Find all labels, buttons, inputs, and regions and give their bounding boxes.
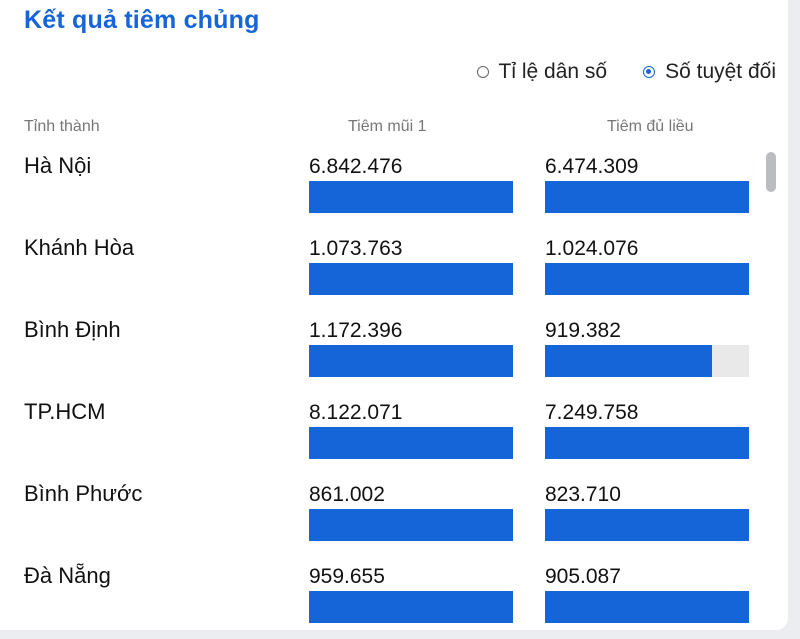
display-mode-radio-group: Tỉ lệ dân số Số tuyệt đối xyxy=(441,60,776,84)
full-dose-cell: 905.087 xyxy=(545,564,751,623)
dose1-value: 861.002 xyxy=(309,483,385,506)
dose1-bar xyxy=(309,591,513,623)
dose1-cell: 6.842.476 xyxy=(309,154,515,213)
dose1-cell: 959.655 xyxy=(309,564,515,623)
dose1-value: 6.842.476 xyxy=(309,155,403,178)
table-row: Đà Nẵng 959.655 905.087 xyxy=(0,555,760,630)
full-dose-cell: 1.024.076 xyxy=(545,236,751,295)
province-list[interactable]: Hà Nội 6.842.476 6.474.309 Khánh Hòa 1.073.7… xyxy=(0,145,760,630)
full-dose-value: 919.382 xyxy=(545,319,621,342)
radio-label: Tỉ lệ dân số xyxy=(498,60,608,83)
radio-circle-icon xyxy=(476,66,489,78)
radio-absolute-number[interactable]: Số tuyệt đối xyxy=(643,60,776,84)
column-header-province: Tỉnh thành xyxy=(24,118,100,135)
table-row: Hà Nội 6.842.476 6.474.309 xyxy=(0,145,760,227)
full-dose-value: 6.474.309 xyxy=(545,155,639,178)
dose1-bar xyxy=(309,181,513,213)
province-name: Khánh Hòa xyxy=(24,235,135,260)
table-row: Bình Định 1.172.396 919.382 xyxy=(0,309,760,391)
full-dose-bar xyxy=(545,427,749,459)
full-dose-bar-fill xyxy=(545,427,749,459)
dose1-bar-fill xyxy=(309,427,513,459)
full-dose-bar-fill xyxy=(545,509,749,541)
dose1-bar xyxy=(309,263,513,295)
dose1-value: 1.172.396 xyxy=(309,319,403,342)
radio-circle-icon xyxy=(643,66,656,78)
full-dose-bar-fill xyxy=(545,263,749,295)
dose1-bar-fill xyxy=(309,345,513,377)
full-dose-bar xyxy=(545,263,749,295)
full-dose-cell: 823.710 xyxy=(545,482,751,541)
full-dose-value: 905.087 xyxy=(545,565,621,588)
vaccination-results-card: Kết quả tiêm chủng Tỉ lệ dân số Số tuyệt… xyxy=(0,0,788,630)
province-name: Bình Định xyxy=(24,317,121,342)
full-dose-value: 1.024.076 xyxy=(545,237,639,260)
dose1-value: 8.122.071 xyxy=(309,401,403,424)
dose1-bar xyxy=(309,345,513,377)
full-dose-bar xyxy=(545,509,749,541)
dose1-bar xyxy=(309,509,513,541)
dose1-value: 1.073.763 xyxy=(309,237,403,260)
dose1-bar-fill xyxy=(309,181,513,213)
full-dose-cell: 7.249.758 xyxy=(545,400,751,459)
full-dose-cell: 6.474.309 xyxy=(545,154,751,213)
dose1-value: 959.655 xyxy=(309,565,385,588)
dose1-cell: 1.073.763 xyxy=(309,236,515,295)
full-dose-bar xyxy=(545,345,749,377)
full-dose-bar-fill xyxy=(545,591,749,623)
radio-population-ratio[interactable]: Tỉ lệ dân số xyxy=(476,60,608,84)
table-row: Khánh Hòa 1.073.763 1.024.076 xyxy=(0,227,760,309)
full-dose-bar-fill xyxy=(545,345,713,377)
province-name: Hà Nội xyxy=(24,153,92,178)
table-row: Bình Phước 861.002 823.710 xyxy=(0,473,760,555)
column-header-full-dose: Tiêm đủ liều xyxy=(607,118,694,135)
dose1-bar xyxy=(309,427,513,459)
radio-label: Số tuyệt đối xyxy=(665,60,776,83)
full-dose-cell: 919.382 xyxy=(545,318,751,377)
table-row: TP.HCM 8.122.071 7.249.758 xyxy=(0,391,760,473)
dose1-bar-fill xyxy=(309,263,513,295)
full-dose-bar xyxy=(545,591,749,623)
dose1-cell: 1.172.396 xyxy=(309,318,515,377)
full-dose-bar-fill xyxy=(545,181,749,213)
province-name: TP.HCM xyxy=(24,399,106,424)
full-dose-bar xyxy=(545,181,749,213)
dose1-bar-fill xyxy=(309,509,513,541)
card-title: Kết quả tiêm chủng xyxy=(24,6,260,34)
column-header-dose1: Tiêm mũi 1 xyxy=(348,118,427,135)
full-dose-value: 823.710 xyxy=(545,483,621,506)
full-dose-value: 7.249.758 xyxy=(545,401,639,424)
dose1-cell: 861.002 xyxy=(309,482,515,541)
province-name: Bình Phước xyxy=(24,481,143,506)
dose1-bar-fill xyxy=(309,591,513,623)
scrollbar-thumb[interactable] xyxy=(766,152,776,192)
province-name: Đà Nẵng xyxy=(24,563,111,588)
dose1-cell: 8.122.071 xyxy=(309,400,515,459)
